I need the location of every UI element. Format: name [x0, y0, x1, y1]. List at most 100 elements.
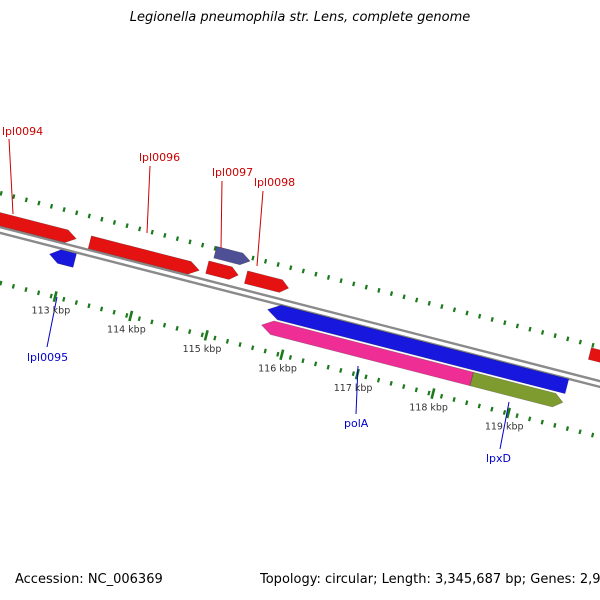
- ruler-tick: [578, 429, 582, 435]
- ruler-tick: [52, 291, 58, 302]
- ruler-tick: [62, 296, 66, 302]
- gene-arrow-unlabeled-2[interactable]: [587, 347, 600, 372]
- ruler-tick-label: 117 kbp: [334, 383, 373, 394]
- ruler-tick: [389, 291, 394, 297]
- gene-label-lpl0094[interactable]: lpl0094: [2, 125, 43, 138]
- ruler-tick: [477, 403, 481, 409]
- ruler-tick: [326, 364, 330, 370]
- leader-line-polA: [355, 365, 359, 415]
- ruler-tick: [251, 345, 255, 351]
- ruler-tick: [440, 304, 444, 309]
- ruler-tick: [591, 342, 595, 348]
- ruler-tick-label: 116 kbp: [258, 364, 297, 375]
- ruler-tick: [188, 239, 192, 245]
- ruler-tick: [528, 326, 532, 332]
- gene-label-lpl0096[interactable]: lpl0096: [139, 151, 180, 164]
- ruler-tick: [276, 351, 280, 357]
- ruler-tick: [452, 307, 457, 313]
- gene-label-polA[interactable]: polA: [344, 417, 369, 430]
- ruler-tick: [503, 320, 507, 326]
- ruler-tick: [590, 432, 595, 438]
- ruler-tick: [49, 203, 54, 209]
- ruler-tick: [402, 294, 406, 300]
- gene-label-lpl0097[interactable]: lpl0097: [212, 166, 253, 179]
- ruler-tick: [465, 400, 469, 406]
- ruler-tick: [301, 268, 305, 274]
- ruler-tick: [137, 316, 141, 322]
- gene-label-lpl0095[interactable]: lpl0095: [27, 351, 68, 364]
- ruler-tick: [36, 290, 41, 296]
- ruler-labels: 113 kbp 114 kbp 115 kbp 116 kbp 117 kbp 118 k…: [32, 305, 524, 432]
- ruler-tick: [0, 190, 3, 196]
- ruler-tick: [279, 349, 285, 361]
- ruler-tick: [352, 281, 356, 287]
- ruler-major-ticks: [52, 291, 512, 419]
- gene-arrow-lpl0098[interactable]: [244, 270, 290, 295]
- ruler-ticks-lower: [0, 280, 595, 438]
- ruler-tick-label: 113 kbp: [32, 305, 71, 316]
- gene-arrow-unlabeled-1[interactable]: [205, 260, 240, 282]
- ruler-tick: [313, 361, 318, 367]
- ruler-tick: [376, 377, 381, 383]
- ruler-tick: [24, 287, 28, 293]
- ruler-tick: [24, 197, 28, 203]
- gene-label-lpl0098[interactable]: lpl0098: [254, 176, 295, 189]
- ruler-tick: [477, 313, 482, 319]
- ruler-tick: [37, 200, 41, 206]
- ruler-tick: [213, 245, 217, 251]
- ruler-tick: [540, 419, 544, 425]
- ruler-tick: [540, 329, 545, 335]
- gene-arrow-lpl0096[interactable]: [87, 235, 201, 277]
- ruler-tick: [75, 210, 79, 216]
- ruler-tick: [12, 194, 16, 200]
- ruler-tick: [150, 229, 154, 235]
- ruler-tick: [566, 336, 570, 342]
- ruler-tick: [74, 300, 78, 305]
- ruler-tick-label: 115 kbp: [183, 344, 222, 355]
- ruler-tick: [515, 323, 520, 329]
- ruler-tick: [528, 416, 532, 422]
- status-summary: Topology: circular; Length: 3,345,687 bp…: [260, 572, 600, 587]
- ruler-tick: [125, 312, 129, 318]
- page-title: Legionella pneumophila str. Lens, comple…: [129, 10, 471, 25]
- ruler-tick: [238, 342, 242, 348]
- ruler-tick: [213, 335, 217, 341]
- gene-arrow-lpl0097[interactable]: [213, 246, 252, 267]
- ruler-tick: [276, 262, 280, 267]
- gene-label-lpxD[interactable]: lpxD: [486, 452, 511, 465]
- ruler-tick: [553, 333, 557, 339]
- ruler-tick: [427, 300, 431, 306]
- ruler-tick: [351, 371, 356, 377]
- ruler-tick: [138, 226, 142, 232]
- gene-arrow-unlabeled-3[interactable]: [266, 302, 570, 395]
- ruler-tick: [377, 287, 381, 293]
- ruler-tick: [364, 374, 368, 380]
- leader-line-lpl0097: [220, 180, 223, 249]
- ruler-tick: [565, 426, 570, 432]
- ruler-tick: [439, 393, 444, 399]
- ruler-ticks-upper: [0, 190, 595, 348]
- ruler-tick: [87, 303, 91, 309]
- ruler-tick: [415, 297, 419, 303]
- gene-arrow-lpl0095[interactable]: [48, 247, 77, 268]
- ruler-tick: [288, 355, 293, 360]
- gene-arrow-lpxD[interactable]: [469, 371, 565, 409]
- ruler-tick-label: 118 kbp: [409, 402, 448, 413]
- ruler-tick: [465, 310, 469, 316]
- gene-arrow-lpl0094[interactable]: [0, 209, 78, 245]
- ruler-tick: [11, 283, 16, 289]
- ruler-tick: [87, 213, 91, 219]
- leader-line-lpxD: [499, 401, 510, 450]
- ruler-tick: [188, 329, 192, 335]
- ruler-tick: [125, 223, 129, 229]
- ruler-tick: [200, 332, 204, 338]
- leader-line-lpl0096: [146, 165, 151, 234]
- ruler-tick: [314, 271, 318, 277]
- ruler-tick: [389, 380, 393, 386]
- ruler-tick: [502, 409, 507, 415]
- ruler-tick: [263, 258, 268, 264]
- ruler-tick: [100, 216, 104, 222]
- ruler-tick: [515, 413, 519, 419]
- backbone-line-bottom: [0, 226, 600, 399]
